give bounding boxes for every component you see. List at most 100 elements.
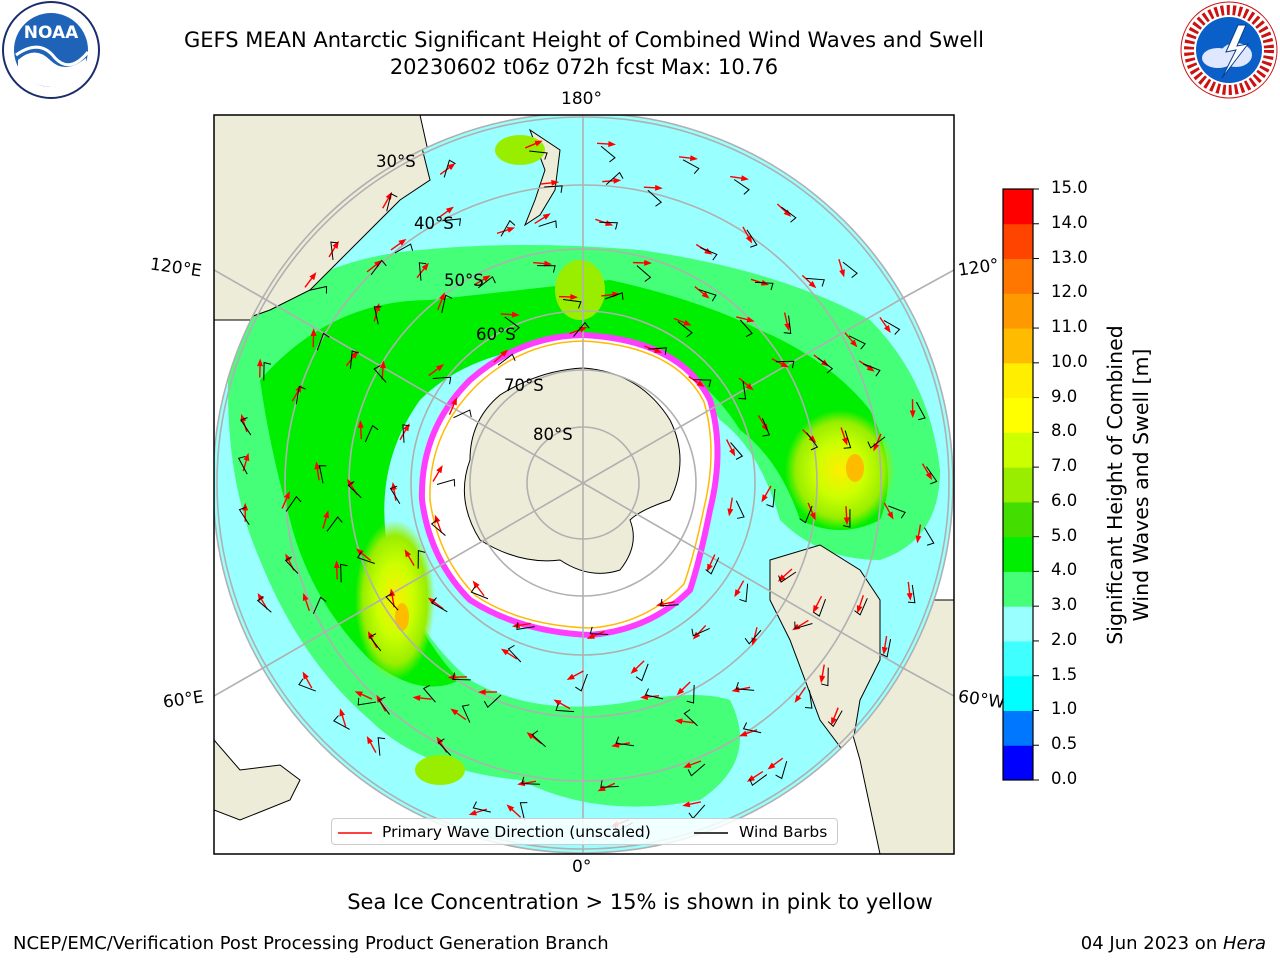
wave-direction-legend-line xyxy=(338,832,372,834)
wind-barb xyxy=(705,557,720,575)
wave-direction-arrowhead xyxy=(511,622,520,629)
wind-barb xyxy=(635,663,649,682)
wind-barb xyxy=(373,365,387,383)
lat-label-30s: 30°S xyxy=(376,152,416,171)
colorbar-tick-label: 0.5 xyxy=(1051,734,1078,754)
wave-direction-arrowhead xyxy=(339,708,346,717)
wave-direction-arrowhead xyxy=(302,671,309,680)
wave-direction-arrowhead xyxy=(412,695,421,701)
map-legend: Primary Wave Direction (unscaled) Wind B… xyxy=(331,818,838,845)
wind-barb xyxy=(827,710,843,728)
wind-barb xyxy=(848,335,866,350)
wave-direction-arrowhead xyxy=(570,294,579,300)
wind-barb xyxy=(472,801,491,813)
colorbar-tick-label: 14.0 xyxy=(1051,212,1088,232)
wind-barb xyxy=(600,145,616,163)
colorbar-tick-label: 12.0 xyxy=(1051,282,1088,302)
wind-barb xyxy=(926,466,938,485)
wave-direction-arrowhead xyxy=(366,735,374,745)
wave-direction-arrowhead xyxy=(819,675,826,684)
wave-direction-arrowhead xyxy=(780,361,789,368)
wind-barb xyxy=(237,455,248,475)
wind-barb xyxy=(432,376,452,385)
wind-barb xyxy=(394,243,414,254)
wave-direction-arrowhead xyxy=(506,227,516,233)
wind-barb xyxy=(806,277,825,287)
wind-barb xyxy=(470,586,489,600)
wave-direction-arrowhead xyxy=(450,708,459,716)
wind-barb xyxy=(648,347,667,355)
chart-title: GEFS MEAN Antarctic Significant Height o… xyxy=(183,28,985,52)
wave-direction-arrowhead xyxy=(302,592,309,602)
wind-barb xyxy=(783,315,792,334)
wind-barb xyxy=(749,774,768,787)
wave-direction-arrowhead xyxy=(731,686,740,693)
colorbar-tick-label: 11.0 xyxy=(1051,317,1088,337)
wave-direction-arrowhead xyxy=(367,631,375,640)
wind-barb xyxy=(500,219,516,237)
wave-direction-arrowhead xyxy=(839,269,845,278)
colorbar-segment xyxy=(1003,745,1033,781)
colorbar-segment xyxy=(1003,640,1033,677)
wave-direction-arrowhead xyxy=(553,699,562,706)
wave-direction-arrowhead xyxy=(534,140,543,147)
wave-direction-arrowhead xyxy=(841,437,848,446)
wind-barb xyxy=(842,509,851,528)
wind-barb xyxy=(430,597,448,613)
lon-label-180: 180° xyxy=(561,89,602,109)
colorbar-tick-label: 10.0 xyxy=(1051,351,1088,371)
wave-direction-arrowhead xyxy=(542,213,551,220)
wave-direction-arrowhead xyxy=(477,689,486,696)
wind-barb xyxy=(691,627,710,637)
wave-direction-arrowhead xyxy=(881,646,888,655)
wind-barb xyxy=(477,275,496,289)
wind-barb xyxy=(804,690,813,709)
wave-direction-arrowhead xyxy=(447,163,456,171)
wave-direction-arrowhead xyxy=(511,311,520,318)
wave-direction-arrowhead xyxy=(374,260,383,268)
wind-barb xyxy=(735,681,755,691)
wind-barb xyxy=(842,261,858,279)
wind-barb xyxy=(443,159,456,178)
wind-barb xyxy=(660,598,679,607)
wind-barb xyxy=(615,736,634,747)
wind-barb xyxy=(692,379,712,387)
colorbar-tick-label: 7.0 xyxy=(1051,456,1078,476)
wave-direction-arrowhead xyxy=(850,339,858,348)
wave-direction-arrowhead xyxy=(333,560,340,569)
colorbar-segment xyxy=(1003,397,1033,433)
colorbar-tick-label: 5.0 xyxy=(1051,525,1078,545)
wave-direction-arrowhead xyxy=(257,358,264,367)
wave-direction-arrowhead xyxy=(436,364,444,372)
wind-barb xyxy=(677,321,693,338)
wind-barb xyxy=(284,556,299,574)
wind-barb xyxy=(766,488,776,508)
wave-direction-arrowhead xyxy=(866,364,875,372)
wave-direction-arrowhead xyxy=(676,687,685,696)
wind-barb xyxy=(775,360,795,369)
wave-direction-arrowhead xyxy=(517,780,526,787)
colorbar-segment xyxy=(1003,432,1033,468)
wave-direction-arrowhead xyxy=(309,272,317,281)
wind-barb xyxy=(497,353,516,366)
colorbar-segment xyxy=(1003,189,1033,225)
wind-barb xyxy=(730,442,744,460)
wave-direction-arrowhead xyxy=(808,280,817,289)
wind-barb xyxy=(240,417,252,436)
wind-barb xyxy=(739,319,753,338)
wind-barb xyxy=(340,563,348,583)
wave-direction-arrowhead xyxy=(792,623,801,631)
wave-direction-arrowhead xyxy=(427,597,436,605)
wave-direction-arrowhead xyxy=(506,804,515,812)
wind-barb xyxy=(738,381,747,400)
wind-barb xyxy=(647,189,663,207)
wave-direction-arrowhead xyxy=(689,155,698,162)
wave-direction-arrowhead xyxy=(357,420,364,428)
wind-barb xyxy=(754,281,774,291)
wave-direction-arrowhead xyxy=(701,291,710,299)
wave-direction-arrowhead xyxy=(551,179,560,186)
wave-direction-arrowhead xyxy=(314,461,321,470)
lat-label-40s: 40°S xyxy=(414,214,454,233)
wave-direction-arrowhead xyxy=(761,494,768,503)
